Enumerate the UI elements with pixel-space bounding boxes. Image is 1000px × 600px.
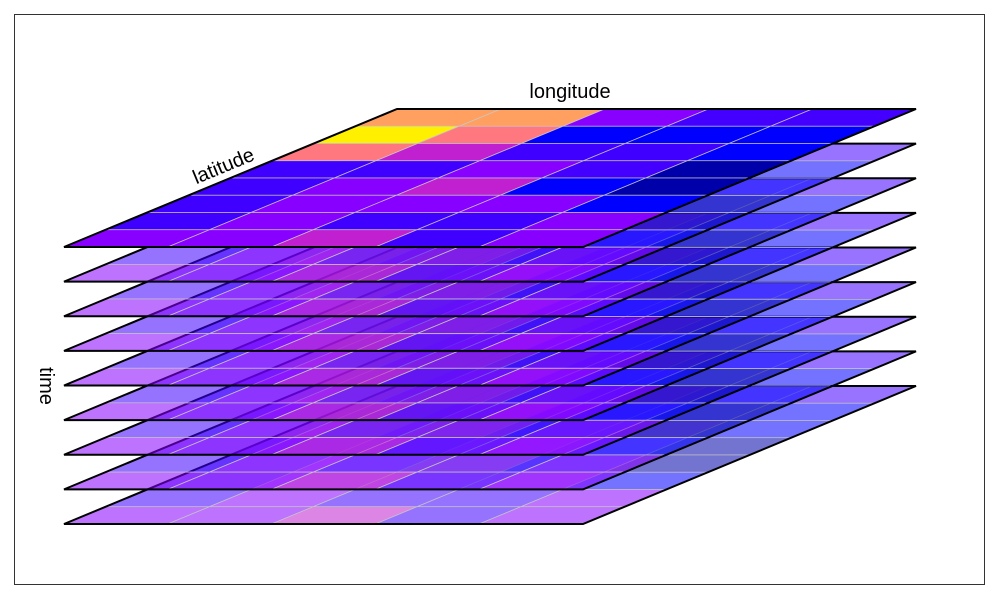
longitude-label: longitude [529,81,610,103]
layer-outline [63,108,917,248]
plot-frame [14,14,985,585]
time-label: time [35,367,57,405]
time-layer [63,108,917,248]
